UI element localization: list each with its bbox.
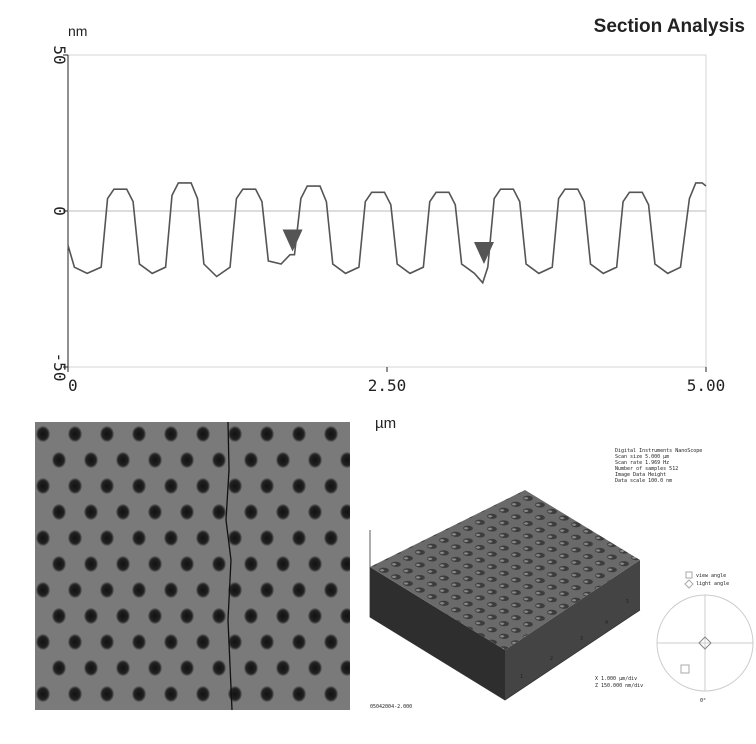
view-angle-mark <box>680 664 690 674</box>
light-angle-mark <box>698 636 712 650</box>
y-tick-label: 0 <box>50 206 69 216</box>
angle-legend: light angle <box>696 581 729 587</box>
info-line: Scan size 5.000 µm <box>615 454 669 460</box>
legend-key <box>685 571 693 579</box>
y-tick-label: -50 <box>50 353 69 382</box>
box-edge <box>369 530 641 701</box>
y-axis-label: nm <box>68 23 87 39</box>
axis-label: 4 <box>605 620 608 626</box>
x-tick-label: 2.50 <box>368 376 407 395</box>
file-name: 05042004-2.000 <box>370 704 412 710</box>
angle-mark: 0° <box>700 698 706 704</box>
surface-side <box>370 567 505 700</box>
info-line: Data scale 100.0 nm <box>615 478 672 484</box>
section-chart: Section Analysis nm µm 500-500 2.50 5.00 <box>50 16 745 432</box>
chart-title: Section Analysis <box>594 16 745 37</box>
afm-image <box>35 421 350 711</box>
x-axis-label: µm <box>375 415 396 432</box>
angle-legend: view angle <box>696 573 726 579</box>
section-line <box>225 421 233 711</box>
x-tick-label: 0 <box>68 376 78 395</box>
cursor-marker <box>473 242 494 265</box>
cursor-marker <box>282 229 303 252</box>
axis-label: 3 <box>580 636 583 642</box>
info-line: Image Data Height <box>615 472 666 478</box>
axis-label: 2 <box>550 656 553 662</box>
profile-line <box>67 182 707 285</box>
afm-height-image <box>35 422 350 710</box>
surface-side <box>505 560 640 700</box>
surface-top <box>370 490 640 650</box>
axis-label: 5 <box>626 599 629 605</box>
scale-line: Z 150.000 nm/div <box>595 683 643 689</box>
info-line: Number of samples 512 <box>615 466 678 472</box>
axis-label: 1 <box>520 674 523 680</box>
info-line: Digital Instruments NanoScope <box>615 448 702 454</box>
y-tick-label: 50 <box>50 45 69 64</box>
x-tick-label: 5.00 <box>687 376 726 395</box>
scale-line: X 1.000 µm/div <box>595 676 637 682</box>
legend-key <box>684 579 694 589</box>
info-line: Scan rate 1.969 Hz <box>615 460 669 466</box>
